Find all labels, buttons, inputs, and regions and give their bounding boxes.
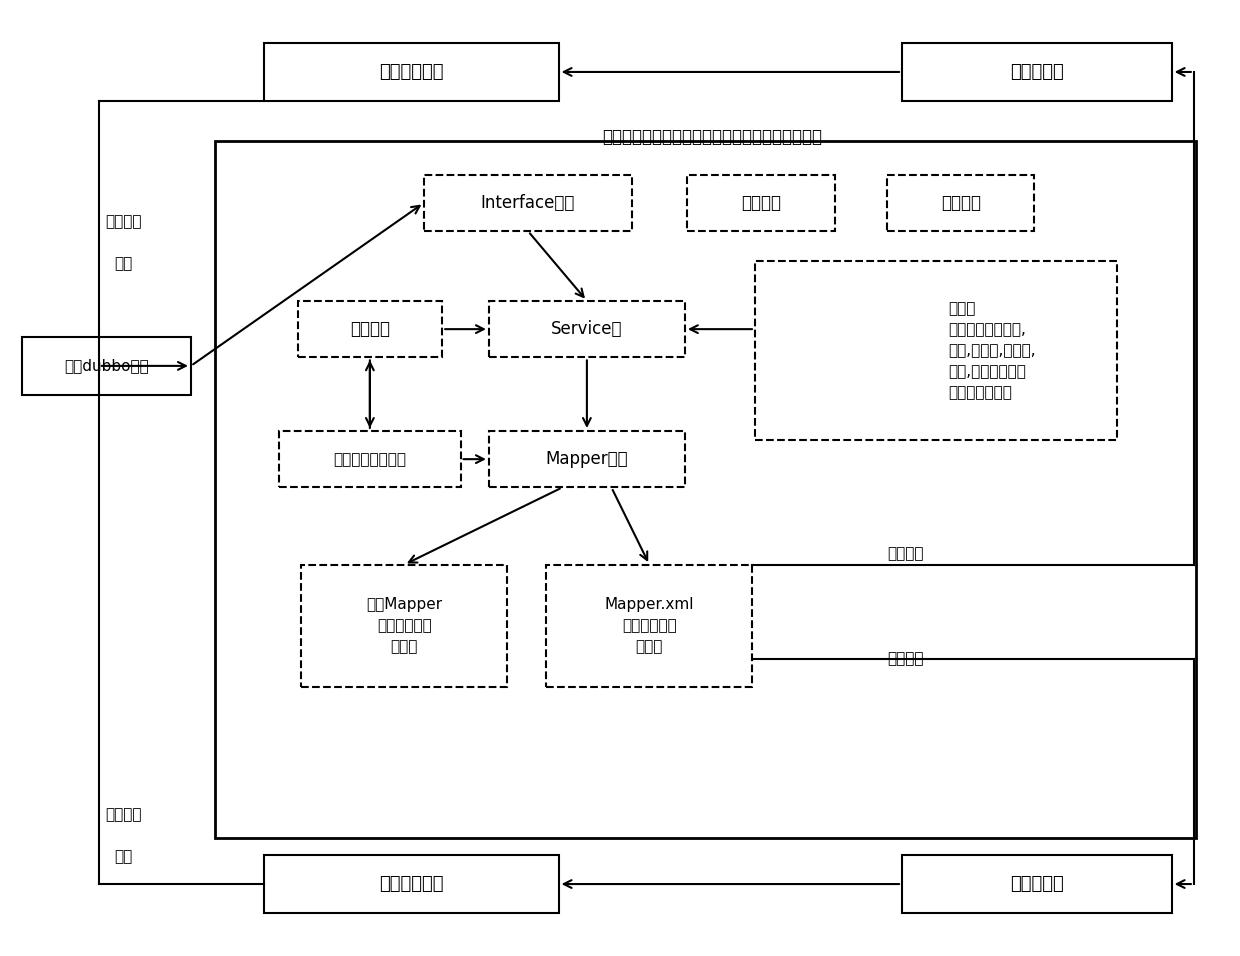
Text: 调用同步

接口: 调用同步 接口 <box>105 808 141 864</box>
Text: 同步数据: 同步数据 <box>888 651 924 666</box>
Bar <box>424 175 632 231</box>
Bar <box>21 337 191 395</box>
Bar <box>547 565 753 687</box>
Text: 注册dubbo接口: 注册dubbo接口 <box>64 358 149 374</box>
Text: Interface接口: Interface接口 <box>481 194 575 212</box>
Text: 同步数据: 同步数据 <box>888 546 924 561</box>
Text: 本实施例的一种双数据源之间的双向同步数据装置: 本实施例的一种双数据源之间的双向同步数据装置 <box>601 128 822 146</box>
Bar <box>755 261 1116 441</box>
Text: 双数据源的配置类: 双数据源的配置类 <box>334 451 407 467</box>
Bar <box>901 855 1172 913</box>
Bar <box>216 141 1197 837</box>
Text: 第二数据源: 第二数据源 <box>1011 875 1064 893</box>
Text: Service层: Service层 <box>551 320 622 338</box>
Bar <box>888 175 1034 231</box>
Text: Mapper接口: Mapper接口 <box>546 450 629 468</box>
Text: 实体模型: 实体模型 <box>941 194 981 212</box>
Text: 事务控制: 事务控制 <box>350 320 389 338</box>
Text: 第一数据源: 第一数据源 <box>1011 63 1064 81</box>
Bar <box>298 301 443 358</box>
Text: 模型对象: 模型对象 <box>742 194 781 212</box>
Text: 通用Mapper
实现简单的单
表操作: 通用Mapper 实现简单的单 表操作 <box>366 598 443 655</box>
Bar <box>279 431 460 488</box>
Text: 调用同步

接口: 调用同步 接口 <box>105 214 141 271</box>
Text: 工具类
通过反射获取表名,
类名,属性名,属性值,
注解,在通过驼峰规
则获取映射关系: 工具类 通过反射获取表名, 类名,属性名,属性值, 注解,在通过驼峰规 则获取映… <box>949 301 1035 401</box>
Bar <box>489 431 684 488</box>
Bar <box>687 175 835 231</box>
Text: 第一业务系统: 第一业务系统 <box>379 63 444 81</box>
Bar <box>489 301 684 358</box>
Text: 第二业务系统: 第二业务系统 <box>379 875 444 893</box>
Bar <box>264 43 559 101</box>
Bar <box>264 855 559 913</box>
Bar <box>301 565 507 687</box>
Bar <box>901 43 1172 101</box>
Text: Mapper.xml
实现复杂的多
表操作: Mapper.xml 实现复杂的多 表操作 <box>605 598 694 655</box>
